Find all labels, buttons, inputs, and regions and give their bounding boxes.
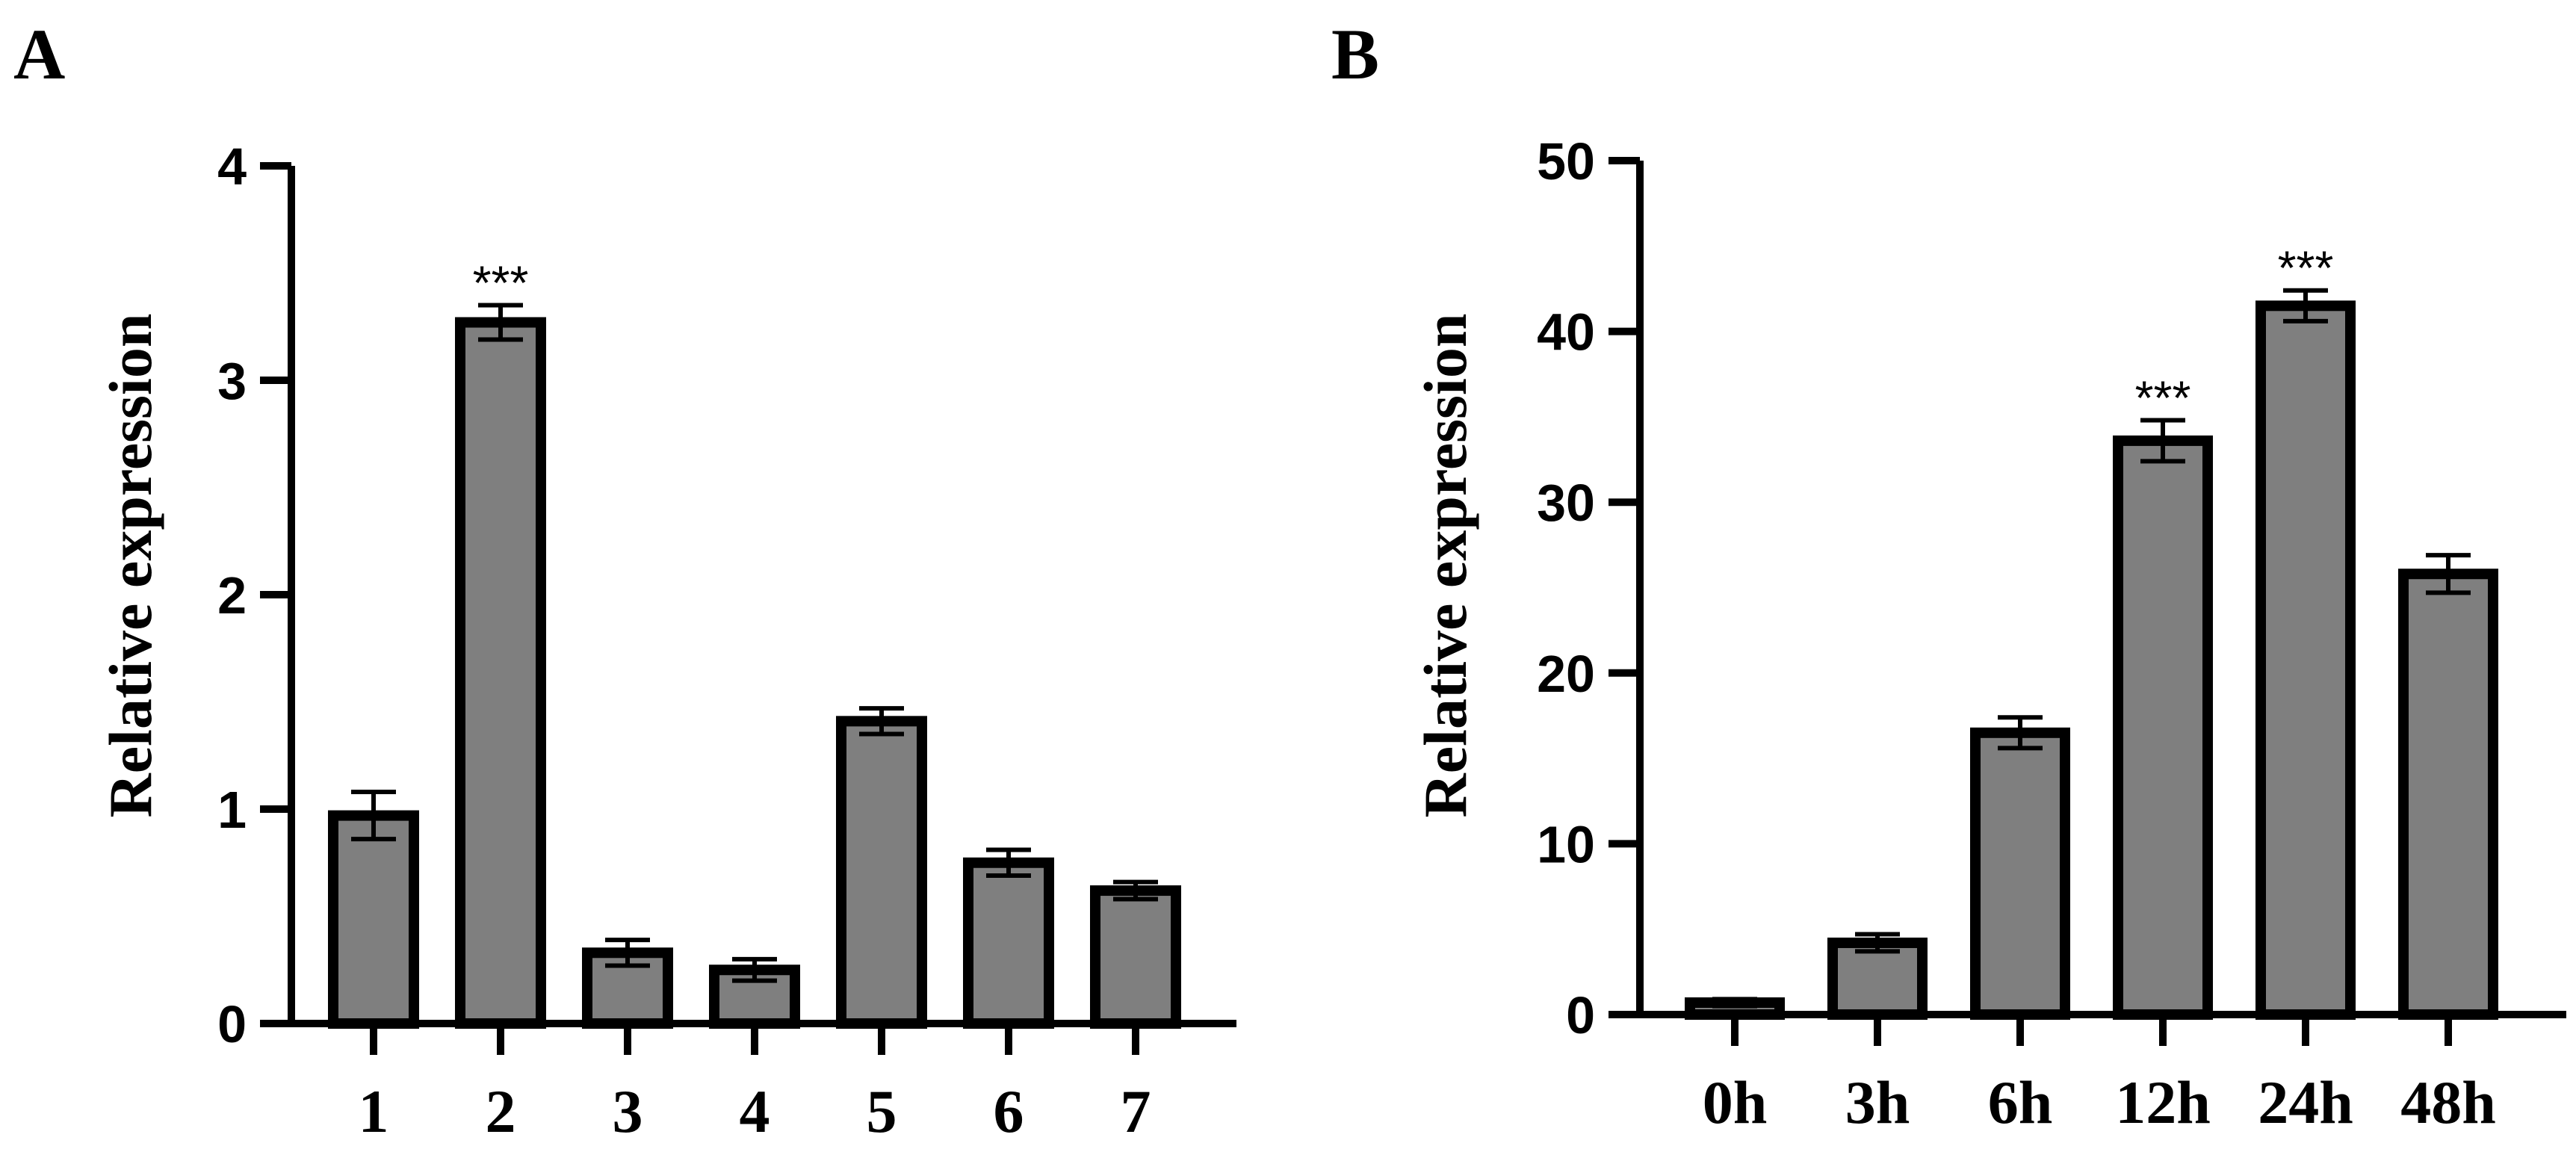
bar: [1970, 727, 2070, 1020]
panel-a-label: A: [13, 14, 65, 94]
y-tick-label: 20: [1537, 645, 1595, 703]
x-tick-label: 48h: [2400, 1068, 2496, 1136]
significance-label: ***: [2135, 371, 2191, 424]
bar: [1090, 885, 1181, 1029]
x-tick-label: 6h: [1988, 1068, 2053, 1136]
y-tick-label: 40: [1537, 303, 1595, 362]
bar: [328, 810, 419, 1029]
x-tick-label: 0h: [1703, 1068, 1768, 1136]
bar: [2113, 435, 2213, 1020]
x-tick-label: 6: [994, 1077, 1024, 1145]
x-tick-label: 2: [486, 1077, 516, 1145]
y-axis-title: Relative expression: [96, 314, 164, 818]
significance-label: ***: [2278, 241, 2334, 295]
x-tick-label: 3: [613, 1077, 643, 1145]
x-tick-label: 3h: [1845, 1068, 1910, 1136]
bar: [963, 857, 1054, 1029]
y-tick-label: 2: [217, 566, 247, 625]
bar: [2255, 300, 2356, 1020]
x-tick-label: 5: [867, 1077, 897, 1145]
y-tick-label: 50: [1537, 132, 1595, 191]
y-tick-label: 0: [217, 995, 247, 1053]
bar: [2398, 569, 2498, 1020]
y-tick-label: 3: [217, 352, 247, 410]
y-tick-label: 4: [217, 137, 247, 196]
bar: [1827, 937, 1928, 1021]
y-tick-label: 10: [1537, 815, 1595, 873]
significance-label: ***: [473, 256, 529, 310]
y-tick-label: 0: [1566, 986, 1595, 1044]
x-tick-label: 1: [359, 1077, 389, 1145]
bar: [455, 317, 546, 1029]
panel-b-label: B: [1331, 14, 1379, 94]
x-tick-label: 12h: [2115, 1068, 2211, 1136]
x-tick-label: 24h: [2258, 1068, 2353, 1136]
y-tick-label: 30: [1537, 474, 1595, 532]
chart-panel-a: Relative expression 0 1 2 3 4 1 2 *** 3 4 5 6 7: [96, 137, 1236, 1145]
x-tick-label: 7: [1121, 1077, 1151, 1145]
chart-panel-b: Relative expression 0 10 20 30 40 50 0h 3h 6h 12h…: [1411, 132, 2566, 1136]
y-tick-label: 1: [217, 781, 247, 839]
bar: [836, 716, 927, 1029]
y-axis-title: Relative expression: [1411, 314, 1479, 818]
x-tick-label: 4: [740, 1077, 770, 1145]
